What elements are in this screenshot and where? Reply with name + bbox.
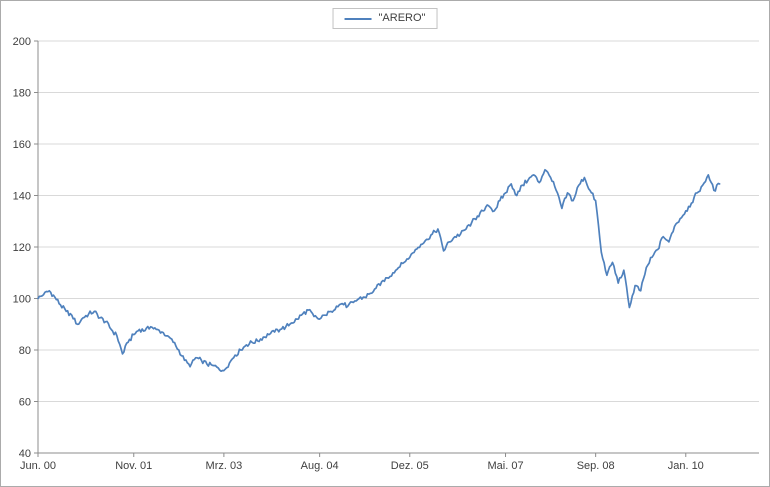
chart-legend: "ARERO" <box>332 8 438 29</box>
series-line-arero <box>37 168 721 373</box>
legend-label: "ARERO" <box>378 12 426 24</box>
y-tick-label: 120 <box>13 242 31 254</box>
x-tick-label: Sep. 08 <box>577 460 615 472</box>
y-tick-label: 140 <box>13 191 31 203</box>
x-tick-label: Aug. 04 <box>301 460 339 472</box>
x-tick-label: Mrz. 03 <box>206 460 243 472</box>
y-tick-label: 180 <box>13 88 31 100</box>
y-tick-label: 100 <box>13 294 31 306</box>
y-tick-label: 40 <box>19 448 31 460</box>
y-tick-label: 60 <box>19 397 31 409</box>
legend-line-sample <box>344 17 372 20</box>
x-tick-label: Mai. 07 <box>487 460 523 472</box>
y-tick-label: 160 <box>13 139 31 151</box>
x-tick-label: Jun. 00 <box>20 460 56 472</box>
x-tick-label: Jan. 10 <box>668 460 704 472</box>
x-tick-label: Nov. 01 <box>115 460 152 472</box>
y-tick-label: 200 <box>13 36 31 48</box>
y-tick-label: 80 <box>19 345 31 357</box>
x-tick-label: Dez. 05 <box>391 460 429 472</box>
